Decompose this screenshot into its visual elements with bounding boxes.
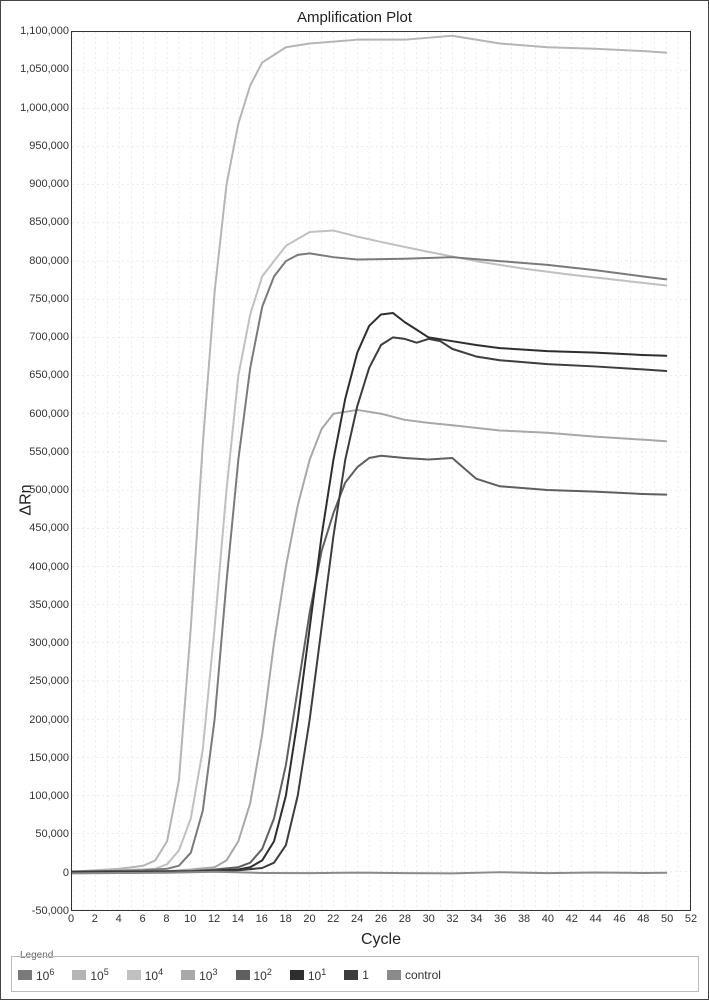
legend-swatch bbox=[387, 970, 401, 980]
x-tick-label: 16 bbox=[256, 913, 268, 925]
series-control bbox=[72, 872, 666, 874]
x-tick-label: 46 bbox=[613, 913, 625, 925]
y-tick-label: 200,000 bbox=[29, 714, 69, 726]
y-tick-label: 950,000 bbox=[29, 140, 69, 152]
legend-label: 106 bbox=[36, 967, 54, 983]
x-tick-label: 6 bbox=[139, 913, 145, 925]
x-tick-label: 36 bbox=[494, 913, 506, 925]
legend-label: 104 bbox=[145, 967, 163, 983]
x-tick-label: 18 bbox=[279, 913, 291, 925]
x-tick-label: 22 bbox=[327, 913, 339, 925]
x-tick-label: 14 bbox=[232, 913, 244, 925]
y-tick-label: 800,000 bbox=[29, 255, 69, 267]
legend-item: 101 bbox=[290, 967, 326, 983]
x-tick-label: 0 bbox=[68, 913, 74, 925]
y-tick-label: 100,000 bbox=[29, 790, 69, 802]
legend-swatch bbox=[290, 970, 304, 980]
y-tick-label: 700,000 bbox=[29, 331, 69, 343]
x-tick-label: 34 bbox=[470, 913, 482, 925]
legend-label: 101 bbox=[308, 967, 326, 983]
legend-item: 1 bbox=[344, 968, 369, 982]
y-tick-label: 150,000 bbox=[29, 752, 69, 764]
y-tick-label: 0 bbox=[63, 867, 69, 879]
x-tick-label: 30 bbox=[423, 913, 435, 925]
legend-item: 106 bbox=[18, 967, 54, 983]
y-tick-label: 1,050,000 bbox=[20, 63, 69, 75]
legend-label: control bbox=[405, 968, 441, 982]
x-tick-label: 26 bbox=[375, 913, 387, 925]
y-tick-label: 1,100,000 bbox=[20, 25, 69, 37]
legend-item: 103 bbox=[181, 967, 217, 983]
y-tick-label: 250,000 bbox=[29, 675, 69, 687]
y-tick-label: 300,000 bbox=[29, 637, 69, 649]
legend-item: 102 bbox=[236, 967, 272, 983]
legend-swatch bbox=[344, 970, 358, 980]
x-tick-label: 50 bbox=[661, 913, 673, 925]
x-tick-label: 28 bbox=[399, 913, 411, 925]
x-tick-label: 4 bbox=[116, 913, 122, 925]
y-tick-label: 600,000 bbox=[29, 408, 69, 420]
legend-swatch bbox=[236, 970, 250, 980]
y-tick-label: 750,000 bbox=[29, 293, 69, 305]
x-tick-label: 42 bbox=[566, 913, 578, 925]
chart-title: Amplification Plot bbox=[1, 9, 708, 26]
legend-label: 105 bbox=[90, 967, 108, 983]
x-tick-label: 2 bbox=[92, 913, 98, 925]
legend-swatch bbox=[181, 970, 195, 980]
y-tick-label: 550,000 bbox=[29, 446, 69, 458]
series-1e2 bbox=[72, 456, 666, 872]
legend-items: 106 105 104 103 102 101 1 control bbox=[18, 967, 692, 983]
y-tick-label: 450,000 bbox=[29, 522, 69, 534]
x-tick-label: 12 bbox=[208, 913, 220, 925]
chart-frame: Amplification Plot ΔRn Cycle -50,000050,… bbox=[0, 0, 709, 1000]
x-tick-label: 40 bbox=[542, 913, 554, 925]
legend-swatch bbox=[18, 970, 32, 980]
y-tick-label: 650,000 bbox=[29, 369, 69, 381]
y-tick-label: 850,000 bbox=[29, 216, 69, 228]
legend-label: 1 bbox=[362, 968, 369, 982]
plot-area bbox=[71, 31, 691, 911]
legend-swatch bbox=[127, 970, 141, 980]
legend-label: 103 bbox=[199, 967, 217, 983]
legend-swatch bbox=[72, 970, 86, 980]
x-tick-label: 44 bbox=[589, 913, 601, 925]
legend-label: 102 bbox=[254, 967, 272, 983]
legend-item: 104 bbox=[127, 967, 163, 983]
legend-box: 106 105 104 103 102 101 1 control bbox=[11, 956, 699, 992]
y-tick-label: 1,000,000 bbox=[20, 102, 69, 114]
x-tick-label: 38 bbox=[518, 913, 530, 925]
x-tick-label: 48 bbox=[637, 913, 649, 925]
y-tick-label: -50,000 bbox=[32, 905, 69, 917]
y-tick-label: 400,000 bbox=[29, 561, 69, 573]
x-tick-label: 32 bbox=[446, 913, 458, 925]
x-tick-label: 8 bbox=[163, 913, 169, 925]
x-axis-label: Cycle bbox=[71, 931, 691, 949]
y-tick-label: 350,000 bbox=[29, 599, 69, 611]
x-tick-label: 24 bbox=[351, 913, 363, 925]
y-tick-label: 50,000 bbox=[35, 828, 69, 840]
legend-item: control bbox=[387, 968, 441, 982]
y-tick-label: 900,000 bbox=[29, 178, 69, 190]
legend-item: 105 bbox=[72, 967, 108, 983]
x-tick-label: 20 bbox=[303, 913, 315, 925]
y-tick-label: 500,000 bbox=[29, 484, 69, 496]
x-tick-label: 52 bbox=[685, 913, 697, 925]
x-tick-label: 10 bbox=[184, 913, 196, 925]
plot-svg bbox=[72, 32, 690, 910]
